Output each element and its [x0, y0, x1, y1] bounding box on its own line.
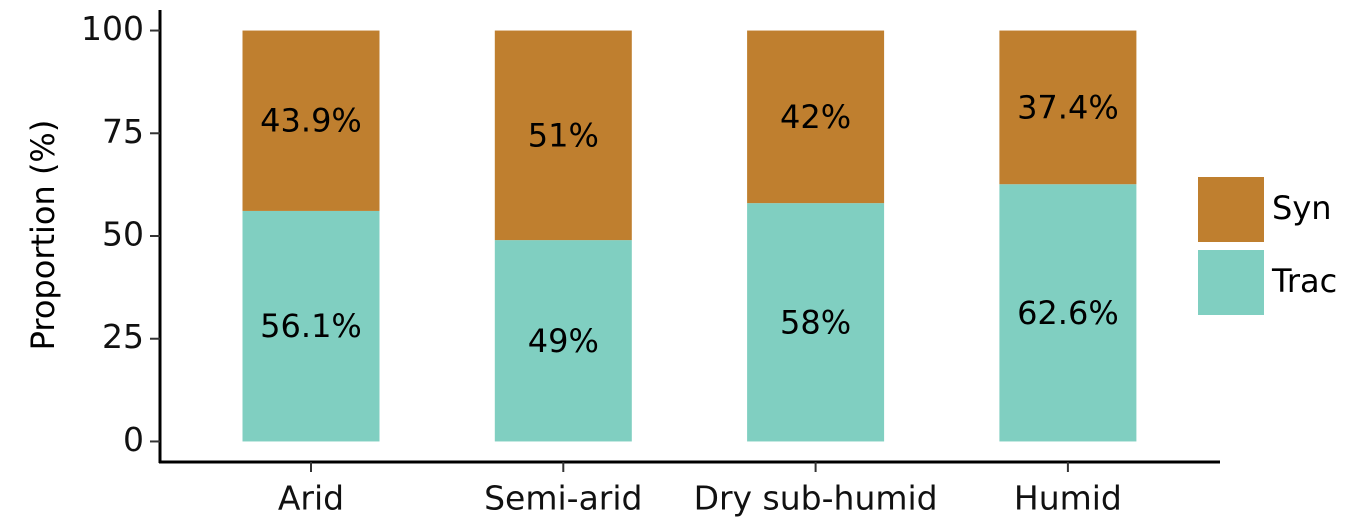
x-tick-label: Humid: [1014, 479, 1122, 518]
value-label: 43.9%: [260, 102, 362, 140]
x-tick-label: Dry sub-humid: [694, 479, 938, 518]
y-tick-label: 25: [102, 317, 144, 356]
bar-segment: [747, 203, 885, 442]
x-tick-label: Semi-arid: [484, 479, 642, 518]
value-label: 42%: [780, 98, 851, 136]
y-tick-label: 0: [123, 420, 144, 459]
bar-segment: [999, 184, 1137, 442]
y-axis-title: Proportion (%): [24, 120, 62, 351]
value-label: 37.4%: [1017, 88, 1119, 126]
y-tick-label: 100: [81, 9, 144, 48]
value-label: 58%: [780, 303, 851, 341]
value-label: 62.6%: [1017, 294, 1119, 332]
bar-segment: [494, 240, 632, 442]
bar-segment: [494, 30, 632, 241]
value-label: 51%: [528, 116, 599, 154]
y-tick-label: 75: [102, 112, 144, 151]
legend-label: Syn: [1272, 189, 1332, 227]
legend-key: [1198, 177, 1264, 242]
value-label: 49%: [528, 322, 599, 360]
bar-segment: [242, 30, 380, 211]
legend-label: Trac: [1271, 262, 1337, 300]
x-tick-label: Arid: [278, 479, 344, 518]
bar-segment: [242, 210, 380, 442]
y-tick-label: 50: [102, 215, 144, 254]
bar-segment: [999, 30, 1137, 185]
legend-key: [1198, 250, 1264, 315]
value-label: 56.1%: [260, 307, 362, 345]
bar-segment: [747, 30, 885, 204]
